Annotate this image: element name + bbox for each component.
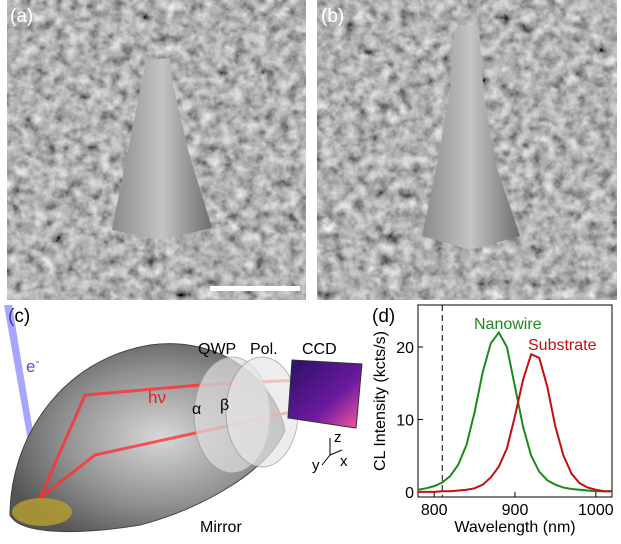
spectrum-chart: (d) Wavelength (nm) CL Intensity (kcts/s… (372, 305, 614, 536)
panel-label: (b) (321, 6, 344, 27)
axis-z: z (334, 429, 342, 446)
y-axis-title: CL Intensity (kcts/s) (372, 331, 389, 471)
panel-label: (a) (10, 6, 33, 27)
pol-label: Pol. (250, 341, 278, 358)
sem-image-a: (a) (7, 0, 306, 300)
axis-y: y (312, 457, 320, 474)
x-tick-label: 1000 (578, 502, 614, 519)
ccd-label: CCD (302, 341, 337, 358)
legend-label: Substrate (528, 337, 597, 354)
electron-sup: - (35, 354, 39, 368)
setup-diagram: (c) e- hν QWP Pol. α β CCD z y x Mirror (4, 305, 362, 536)
electron-label: e- (26, 354, 39, 376)
x-tick-label: 900 (502, 502, 529, 519)
legend-label: Nanowire (474, 316, 542, 333)
alpha-label: α (192, 401, 201, 418)
plot-frame (418, 305, 612, 497)
photon-label: hν (148, 388, 166, 407)
qwp-label: QWP (198, 341, 236, 358)
figure: (a) (b) (c) e- hν QWP Pol. α β CCD z y x… (0, 0, 621, 544)
sem-image-b: (b) (317, 0, 617, 300)
panel-label: (d) (372, 306, 395, 327)
y-tick-label: 0 (405, 485, 414, 502)
x-tick-label: 800 (421, 502, 448, 519)
axis-x: x (340, 453, 348, 470)
mirror-label: Mirror (200, 519, 242, 536)
electron-text: e (26, 357, 35, 376)
x-axis-title: Wavelength (nm) (454, 519, 575, 536)
beta-label: β (220, 397, 229, 414)
y-tick-label: 10 (396, 412, 414, 429)
y-tick-label: 20 (396, 340, 414, 357)
series-line (418, 354, 612, 492)
